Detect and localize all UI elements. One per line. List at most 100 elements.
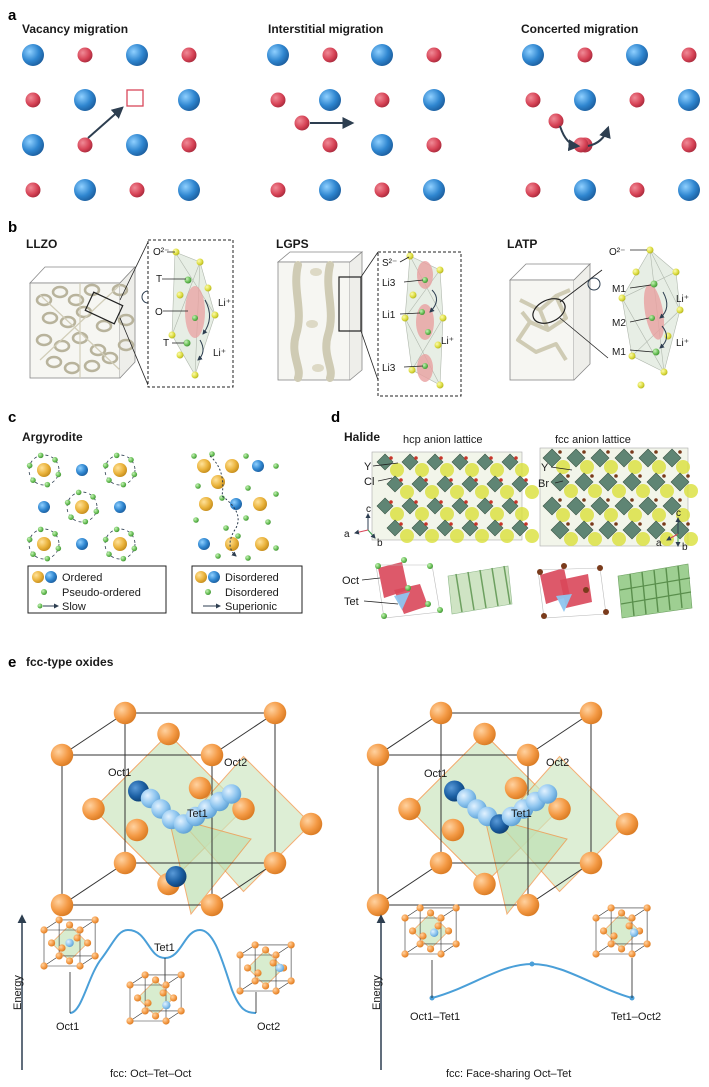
site-dot xyxy=(582,498,586,502)
fcc-axis-a: a xyxy=(656,538,662,549)
superionic-path xyxy=(209,455,239,557)
li-site xyxy=(52,457,58,463)
density-blob xyxy=(95,319,113,333)
mini-anion xyxy=(236,987,244,995)
argyrodite-title: Argyrodite xyxy=(22,430,83,444)
anion-atom xyxy=(263,851,287,875)
mini-anion xyxy=(177,971,185,979)
density-lobe xyxy=(556,460,570,474)
latp-title: LATP xyxy=(507,237,537,251)
anion-atom xyxy=(516,893,540,917)
anion-atom xyxy=(548,797,571,821)
anion-atom xyxy=(429,701,453,725)
mini-cation xyxy=(65,938,74,948)
mini-anion xyxy=(599,927,608,935)
mini-anion xyxy=(243,964,252,972)
mini-anion xyxy=(272,987,280,995)
density-blob xyxy=(89,343,107,357)
mini-anion xyxy=(444,927,453,935)
mini-anion xyxy=(401,914,409,922)
density-lobe xyxy=(612,532,626,546)
oct-label: Oct xyxy=(342,575,359,587)
llzo-t-label-1: T xyxy=(156,274,162,285)
density-lobe xyxy=(652,460,666,474)
cation-sphere xyxy=(270,182,286,198)
site-dot xyxy=(399,522,403,526)
octahedron xyxy=(646,520,666,540)
llzo-o2-label: O²⁻ xyxy=(153,247,169,258)
cation-sphere xyxy=(374,182,390,198)
mini-anion xyxy=(76,962,84,970)
anion-sphere xyxy=(626,44,648,66)
density-lobe xyxy=(660,532,674,546)
panel-c-label: c xyxy=(8,409,16,426)
anion-sphere xyxy=(678,179,700,201)
anion-atom xyxy=(50,893,74,917)
site-dot xyxy=(414,456,418,460)
anion-sphere xyxy=(178,179,200,201)
mini-anion xyxy=(287,977,295,985)
density-lobe xyxy=(556,508,570,522)
disordered-li xyxy=(215,553,221,559)
disordered-anion xyxy=(211,475,225,489)
density-lobe xyxy=(450,485,464,499)
panel-d: d Halide hcp anion lattice fcc anion lat… xyxy=(331,409,698,619)
octahedron xyxy=(614,448,634,468)
energy-profile-left: Energy Tet1 Oct1 Oct2 fcc: Oct–Tet–Oct xyxy=(12,914,295,1080)
site-dot xyxy=(606,498,610,502)
anion-atom xyxy=(113,701,137,725)
anion-sphere xyxy=(423,89,445,111)
mini-anion xyxy=(452,940,460,948)
mini-anion xyxy=(65,921,74,929)
energy-label-right: Energy xyxy=(371,975,383,1010)
anion-atom xyxy=(615,812,639,836)
octahedron xyxy=(542,496,562,516)
cation-sphere xyxy=(322,47,338,63)
panel-c: c Argyrodite Ordered Pseudo-ordered Slow… xyxy=(8,409,303,614)
hcp-axis-triad: c a b xyxy=(344,504,383,549)
anion-atom xyxy=(473,872,496,896)
caption-right: fcc: Face-sharing Oct–Tet xyxy=(446,1068,571,1080)
latp-framework-box xyxy=(509,263,609,381)
anion-atom xyxy=(232,797,255,821)
disordered-li xyxy=(193,517,199,523)
octahedron xyxy=(670,520,690,540)
lgps-li3-label-1: Li3 xyxy=(382,278,396,289)
mini-anion xyxy=(269,959,277,967)
profile-left-tet1: Tet1 xyxy=(154,942,175,954)
octahedron xyxy=(662,496,682,516)
llzo-framework-box xyxy=(29,241,155,386)
fcc-oxides-title: fcc-type oxides xyxy=(26,655,114,669)
mini-anion xyxy=(55,952,63,960)
profile-right-tet1-oct2: Tet1–Oct2 xyxy=(611,1011,661,1023)
cube-edge xyxy=(377,712,442,756)
mini-anion xyxy=(452,904,460,912)
mini-anion xyxy=(236,951,244,959)
site-dot xyxy=(638,522,642,526)
density-blob xyxy=(35,293,53,307)
anion-sphere xyxy=(22,134,44,156)
cation-sphere xyxy=(270,92,286,108)
octahedron xyxy=(638,496,658,516)
cage-path xyxy=(66,491,98,523)
mini-anion xyxy=(83,939,92,947)
interstitial-migration-title: Interstitial migration xyxy=(268,22,383,36)
fcc-br-label: Br xyxy=(538,478,549,490)
cation-sphere xyxy=(77,137,93,153)
octahedron xyxy=(638,448,658,468)
disordered-halide xyxy=(198,538,210,550)
mini-anion xyxy=(73,934,81,942)
mini-anion xyxy=(144,999,152,1007)
density-lobe xyxy=(515,463,529,477)
cation-sphere xyxy=(322,137,338,153)
site-dot xyxy=(558,498,562,502)
cube-edge xyxy=(61,712,126,756)
anion-atom xyxy=(299,812,323,836)
lgps-title: LGPS xyxy=(276,237,309,251)
site-dot xyxy=(686,522,690,526)
left-oct2-label: Oct2 xyxy=(224,757,247,769)
mini-cation xyxy=(162,1000,171,1010)
anion-atom xyxy=(366,893,390,917)
panel-a-label: a xyxy=(8,7,17,24)
li-site xyxy=(75,489,82,496)
